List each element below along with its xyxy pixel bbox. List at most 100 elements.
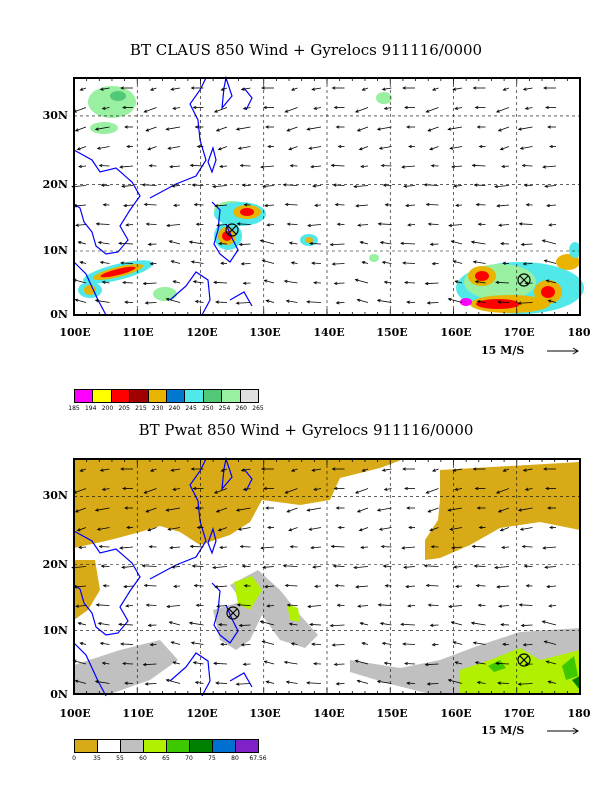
wind-arrow xyxy=(288,527,298,531)
wind-arrow xyxy=(215,585,228,588)
wind-arrow xyxy=(171,565,175,569)
cloud-shading xyxy=(476,299,520,309)
wind-arrow xyxy=(470,621,475,625)
wind-arrow xyxy=(376,299,381,303)
panel2-colorbar-tick-label: 0 xyxy=(72,755,76,762)
wind-arrow xyxy=(329,623,334,628)
wind-arrow xyxy=(497,301,510,303)
wind-arrow xyxy=(262,184,266,188)
wind-arrow xyxy=(378,527,383,531)
cloud-shading xyxy=(376,92,392,104)
wind-arrow xyxy=(404,661,408,666)
panel2-title: BT Pwat 850 Wind + Gyrelocs 911116/0000 xyxy=(138,421,474,439)
wind-arrow xyxy=(332,564,337,568)
wind-arrow xyxy=(265,680,270,684)
wind-arrow xyxy=(432,468,439,472)
wind-arrow xyxy=(80,468,87,472)
wind-arrow xyxy=(499,224,510,226)
wind-arrow xyxy=(189,622,204,626)
panel1-colorbar-tick-label: 265 xyxy=(252,405,264,412)
wind-arrow xyxy=(494,565,498,570)
wind-arrow xyxy=(215,681,219,685)
wind-arrow xyxy=(78,622,87,626)
gyre-location-marker xyxy=(519,275,529,285)
wind-arrow xyxy=(429,623,434,627)
wind-arrow xyxy=(97,146,110,149)
wind-arrow xyxy=(384,488,392,491)
wind-arrow xyxy=(242,106,247,110)
wind-arrow xyxy=(407,604,411,608)
wind-arrow xyxy=(357,223,361,227)
wind-arrow xyxy=(218,527,228,531)
wind-arrow xyxy=(472,260,477,264)
wind-arrow xyxy=(217,147,222,151)
wind-arrow xyxy=(382,642,392,645)
wind-arrow xyxy=(548,604,552,608)
wind-arrow xyxy=(547,680,552,684)
wind-arrow xyxy=(213,109,218,113)
wind-arrow xyxy=(215,682,228,684)
wind-arrow xyxy=(477,681,486,684)
wind-arrow xyxy=(474,565,486,567)
wind-arrow xyxy=(455,585,463,587)
wind-arrow xyxy=(193,202,198,207)
wind-arrow xyxy=(425,490,430,494)
wind-arrow xyxy=(521,624,533,626)
wind-arrow xyxy=(404,486,408,491)
wind-arrow xyxy=(382,564,387,568)
panel1-ylabel-30n: 30N xyxy=(42,109,68,122)
panel1-ylabel-10n: 10N xyxy=(42,244,68,257)
wind-arrow xyxy=(332,644,345,646)
wind-arrow xyxy=(335,682,340,686)
wind-arrow xyxy=(384,203,389,207)
wind-arrow xyxy=(289,545,294,549)
wind-arrow xyxy=(356,679,361,683)
wind-arrow xyxy=(122,280,126,285)
wind-arrow xyxy=(236,126,251,130)
wind-arrow xyxy=(263,660,268,664)
wind-arrow xyxy=(518,126,533,130)
gyre-location-marker xyxy=(227,225,237,235)
wind-arrow xyxy=(357,604,361,608)
wind-arrow xyxy=(216,507,228,513)
wind-arrow xyxy=(237,223,251,225)
wind-arrow xyxy=(148,164,153,168)
wind-arrow xyxy=(100,468,110,471)
wind-arrow xyxy=(265,506,269,510)
wind-arrow xyxy=(286,603,291,607)
wind-arrow xyxy=(263,566,275,568)
wind-arrow xyxy=(428,604,439,606)
wind-arrow xyxy=(380,163,385,168)
wind-arrow xyxy=(100,183,105,187)
wind-arrow xyxy=(477,603,482,607)
wind-arrow xyxy=(173,203,177,207)
wind-arrow xyxy=(362,261,369,264)
wind-arrow xyxy=(261,467,265,471)
wind-arrow xyxy=(495,662,510,665)
wind-arrow xyxy=(147,623,152,627)
coastline xyxy=(207,526,217,555)
wind-arrow xyxy=(450,527,463,530)
wind-arrow xyxy=(361,260,366,265)
wind-arrow xyxy=(266,224,275,226)
wind-arrow xyxy=(545,279,550,283)
wind-arrow xyxy=(402,165,416,168)
wind-arrow xyxy=(519,146,524,150)
wind-arrow xyxy=(171,184,175,188)
wind-arrow xyxy=(549,525,553,530)
wind-arrow xyxy=(401,165,405,169)
wind-arrow xyxy=(172,487,177,491)
wind-arrow xyxy=(236,302,251,304)
wind-arrow xyxy=(519,604,533,606)
wind-arrow xyxy=(453,566,463,568)
wind-arrow xyxy=(149,262,154,266)
wind-arrow xyxy=(146,223,157,225)
wind-arrow xyxy=(283,660,288,665)
wind-arrow xyxy=(518,603,523,607)
wind-arrow xyxy=(495,281,510,284)
panel2-scale-label: 15 M/S xyxy=(481,724,525,737)
wind-arrow xyxy=(544,260,557,264)
wind-arrow xyxy=(359,621,364,626)
wind-arrow xyxy=(196,525,201,530)
wind-arrow xyxy=(448,126,463,130)
